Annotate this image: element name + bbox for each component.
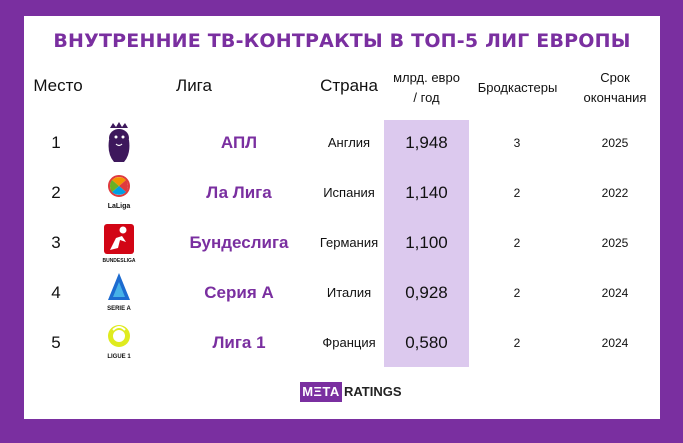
league-name: Лига 1 [212,333,266,352]
page-title: ВНУТРЕННИЕ ТВ-КОНТРАКТЫ В ТОП-5 ЛИГ ЕВРО… [53,30,631,52]
rank-cell: 4 [51,283,61,302]
svg-text:LIGUE 1: LIGUE 1 [107,354,131,360]
laliga-icon: LaLiga [108,175,131,210]
header-end: Срок окончания [572,68,658,108]
league-name: АПЛ [220,133,258,152]
country-cell: Англия [327,135,371,150]
header-value-line2: / год [413,90,440,105]
header-rank: Место [33,76,83,95]
svg-text:LaLiga: LaLiga [108,203,131,210]
serie-a-icon: SERIE A [107,273,132,312]
end-year-cell: 2024 [601,286,629,300]
svg-text:SERIE A: SERIE A [107,306,131,312]
header-value: млрд. евро / год [379,68,474,108]
svg-text:BUNDESLIGA: BUNDESLIGA [102,258,135,264]
rank-cell: 5 [51,333,61,352]
end-year-cell: 2025 [601,236,629,250]
value-column-highlight [384,120,469,367]
serie-a-logo: SERIE A [96,268,142,318]
header-broadcasters: Бродкастеры [477,80,558,95]
brand-meta: MΞTA [300,382,342,402]
table-row: 5 LIGUE 1 Лига 1 Франция 0,580 2 2024 [24,318,660,368]
broadcasters-cell: 2 [513,286,521,300]
broadcasters-cell: 2 [513,336,521,350]
header-end-line1: Срок [600,70,630,85]
value-cell: 1,948 [405,133,448,152]
country-cell: Франция [322,335,376,350]
value-cell: 0,928 [405,283,448,302]
value-cell: 0,580 [405,333,448,352]
table-row: 4 SERIE A Серия А Италия 0,928 2 2024 [24,268,660,318]
contracts-card: ВНУТРЕННИЕ ТВ-КОНТРАКТЫ В ТОП-5 ЛИГ ЕВРО… [24,16,660,419]
broadcasters-cell: 3 [513,136,521,150]
country-cell: Испания [323,185,375,200]
header-value-line1: млрд. евро [393,70,460,85]
bundesliga-icon: BUNDESLIGA [102,224,136,264]
laliga-logo: LaLiga [96,168,142,218]
league-name: Бундеслига [189,233,289,252]
table-row: 2 LaLiga Ла Лига Испания 1,140 2 2022 [24,168,660,218]
country-cell: Германия [319,235,379,250]
broadcasters-cell: 2 [513,186,521,200]
value-cell: 1,100 [405,233,448,252]
header-end-line2: окончания [583,90,647,105]
header-league: Лига [176,76,212,95]
league-name: Ла Лига [206,183,272,202]
table-row: 3 BUNDESLIGA Бундеслига Германия 1,100 2… [24,218,660,268]
league-name: Серия А [204,283,274,302]
rank-cell: 3 [51,233,61,252]
rank-cell: 2 [51,183,61,202]
end-year-cell: 2025 [601,136,629,150]
end-year-cell: 2022 [601,186,629,200]
header-country: Страна [320,76,378,95]
ligue-1-icon: LIGUE 1 [107,325,131,360]
end-year-cell: 2024 [601,336,629,350]
value-cell: 1,140 [405,183,448,202]
rank-cell: 1 [51,133,61,152]
brand-ratings: RATINGS [344,384,402,399]
premier-league-logo [96,118,142,168]
country-cell: Италия [326,285,372,300]
ligue-1-logo: LIGUE 1 [96,318,142,368]
broadcasters-cell: 2 [513,236,521,250]
table-row: 1 АПЛ Англия 1,948 3 2025 [24,118,660,168]
bundesliga-logo: BUNDESLIGA [96,218,142,268]
lion-icon [108,122,130,162]
